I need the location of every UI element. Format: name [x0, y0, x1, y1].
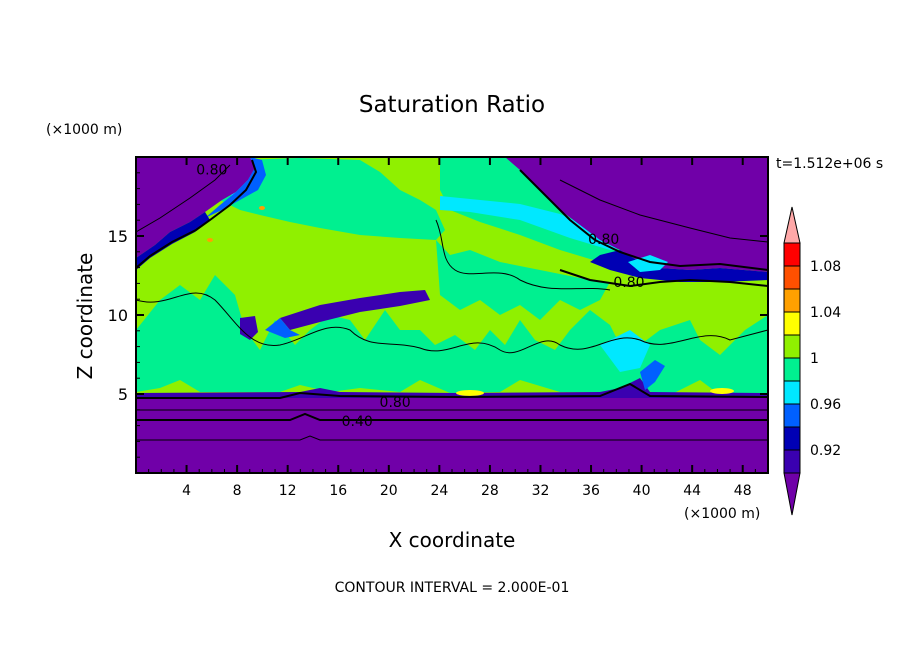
colorbar-swatch-2 — [783, 403, 801, 428]
contour-080-upper-right-2 — [559, 269, 768, 288]
contour-labels: 0.80 0.80 0.80 0.80 0.40 — [196, 163, 644, 430]
colorbar-extend-min — [783, 472, 801, 516]
x-tick-label-24: 24 — [430, 483, 448, 499]
colorbar-label-1: 0.96 — [810, 397, 841, 413]
x-axis: 4 8 12 16 20 24 28 32 36 40 44 48 — [148, 157, 756, 499]
colorbar-swatch-9 — [783, 242, 801, 267]
warm-spot-3 — [259, 206, 265, 210]
x-tick-label-4: 4 — [182, 483, 191, 499]
region-cyan-1 — [440, 196, 630, 250]
colorbar-swatch-4 — [783, 357, 801, 382]
contour-label-3: 0.80 — [380, 395, 411, 411]
chart-title: Saturation Ratio — [359, 92, 545, 118]
region-cyan-upper-right — [628, 255, 668, 272]
region-navy-upper-right — [590, 250, 768, 282]
y-axis-label: Z coordinate — [73, 253, 97, 380]
colorbar-extend-max — [783, 206, 801, 244]
y-unit-label: (×1000 m) — [46, 122, 122, 138]
contour-label-1: 0.80 — [588, 232, 619, 248]
y-axis: 5 10 15 — [108, 172, 768, 458]
contour-label-4: 0.40 — [342, 414, 373, 430]
y-tick-label-5: 5 — [118, 385, 128, 404]
contour-080-upper-right — [519, 169, 768, 271]
contour-thin-5 — [136, 292, 768, 354]
contour-080-upper-left — [136, 159, 258, 269]
region-blue-boundary — [640, 360, 665, 390]
contour-080-lower — [136, 382, 768, 399]
colorbar-swatch-1 — [783, 426, 801, 451]
y-tick-label-15: 15 — [108, 227, 128, 246]
contour-thin-3 — [136, 164, 231, 233]
colorbar-swatch-0 — [783, 449, 801, 474]
x-tick-label-8: 8 — [233, 483, 242, 499]
region-purple-blob — [240, 316, 258, 340]
colorbar-label-3: 1.04 — [810, 305, 841, 321]
region-teal-upper — [220, 158, 445, 240]
footer-note: CONTOUR INTERVAL = 2.000E-01 — [335, 580, 570, 596]
region-blue-streak — [265, 318, 300, 338]
region-purple-upper-left — [136, 157, 255, 258]
region-teal-mid2 — [436, 240, 610, 320]
warm-spot-2 — [710, 388, 734, 394]
x-axis-label: X coordinate — [389, 528, 516, 552]
x-tick-label-36: 36 — [582, 483, 600, 499]
colorbar-swatch-7 — [783, 288, 801, 313]
region-blue-upper-left — [205, 157, 266, 218]
warm-spot-1 — [456, 390, 484, 396]
warm-spot-4 — [207, 238, 213, 242]
colorbar-label-4: 1.08 — [810, 259, 841, 275]
colorbar-label-0: 0.92 — [810, 443, 841, 459]
colorbar-swatch-3 — [783, 380, 801, 405]
colorbar-swatch-6 — [783, 311, 801, 336]
contour-thin-6 — [435, 219, 611, 291]
plot-area — [136, 157, 768, 473]
x-tick-label-12: 12 — [279, 483, 297, 499]
contour-thin-4 — [559, 179, 768, 243]
x-tick-label-40: 40 — [633, 483, 651, 499]
colorbar-label-2: 1 — [810, 351, 819, 367]
region-teal-mid — [136, 275, 768, 395]
x-tick-label-16: 16 — [329, 483, 347, 499]
x-tick-label-44: 44 — [683, 483, 701, 499]
region-purple-lower — [136, 396, 768, 473]
colorbar-swatch-5 — [783, 334, 801, 359]
colorbar: 0.92 0.96 1 1.04 1.08 — [783, 206, 841, 516]
x-tick-label-48: 48 — [734, 483, 752, 499]
contour-label-0: 0.80 — [196, 163, 227, 179]
x-tick-label-20: 20 — [380, 483, 398, 499]
contour-040-lower — [136, 412, 768, 421]
x-unit-label: (×1000 m) — [684, 506, 760, 522]
colorbar-swatch-8 — [783, 265, 801, 290]
contour-label-2: 0.80 — [613, 275, 644, 291]
region-purple-streak — [280, 290, 430, 330]
x-tick-label-28: 28 — [481, 483, 499, 499]
contour-thin-2 — [136, 435, 768, 441]
y-tick-label-10: 10 — [108, 306, 128, 325]
x-tick-label-32: 32 — [532, 483, 550, 499]
time-label: t=1.512e+06 s — [776, 156, 883, 172]
